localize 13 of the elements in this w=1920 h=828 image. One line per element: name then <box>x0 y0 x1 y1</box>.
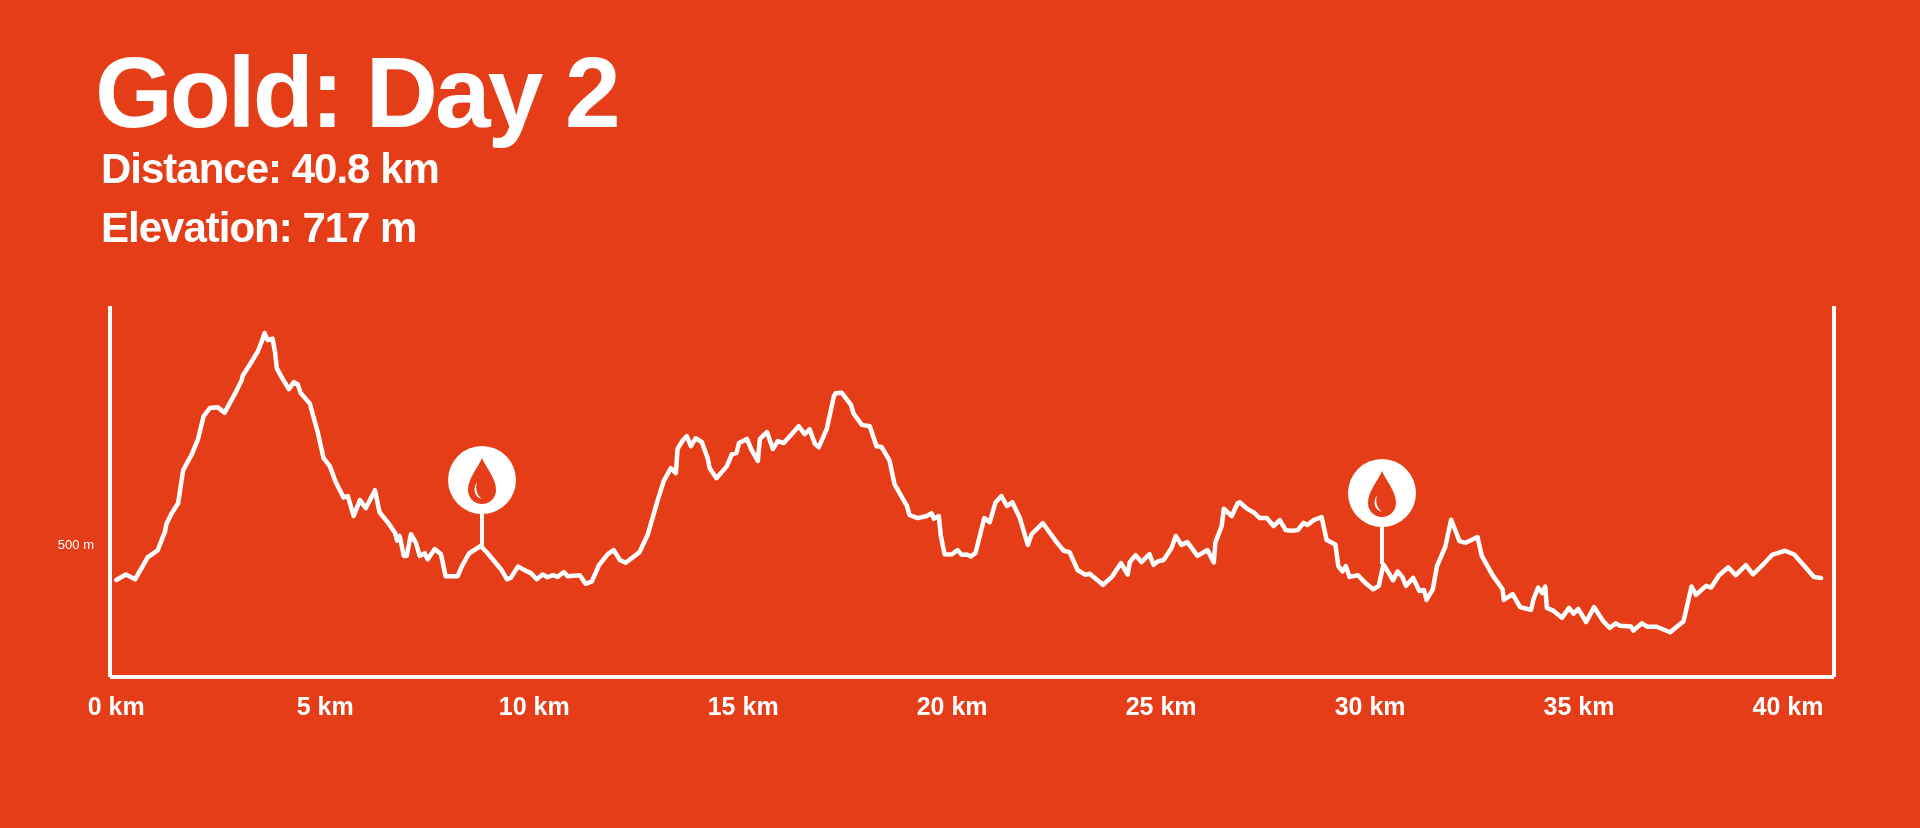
x-tick-label: 40 km <box>1752 691 1824 720</box>
chart-subtitle: Distance: 40.8 km <box>101 145 439 192</box>
chart-title: Gold: Day 2 <box>95 36 618 148</box>
text: 500 m <box>57 537 94 553</box>
x-tick-label: 25 km <box>1125 691 1197 720</box>
x-tick-label: 15 km <box>707 691 779 720</box>
x-tick-label: 20 km <box>916 691 988 720</box>
x-tick-label: 0 km <box>87 691 145 720</box>
x-tick-label: 35 km <box>1543 691 1615 720</box>
x-tick-label: 30 km <box>1334 691 1406 720</box>
text: Elevation: 717 m <box>101 204 417 251</box>
x-tick-label: 5 km <box>296 691 354 720</box>
x-tick-label: 10 km <box>498 691 570 720</box>
